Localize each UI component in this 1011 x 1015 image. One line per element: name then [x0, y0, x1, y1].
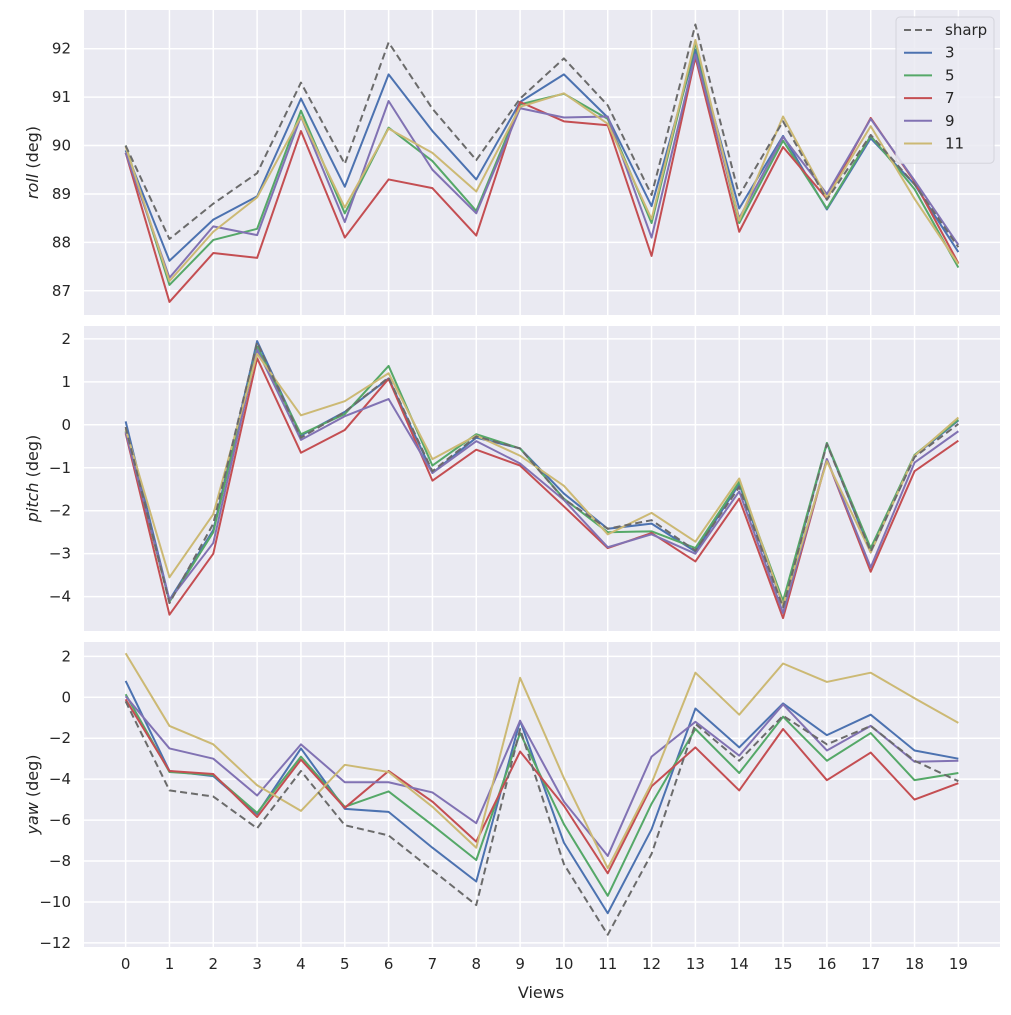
pitch-y-tick-label: 0	[61, 416, 71, 434]
roll-y-tick-label: 89	[52, 185, 71, 203]
pitch-y-tick-label: −3	[49, 545, 71, 563]
roll-y-axis-label-var: roll	[23, 173, 42, 199]
yaw-y-tick-label: −4	[49, 770, 71, 788]
roll-y-tick-label: 90	[52, 137, 71, 155]
x-tick-label: 16	[817, 955, 836, 973]
legend-label-5: 5	[945, 66, 955, 84]
legend-label-11: 11	[945, 135, 964, 153]
yaw-y-tick-label: −6	[49, 811, 71, 829]
pitch-y-tick-label: −1	[49, 459, 71, 477]
pitch-y-axis-label-var: pitch	[23, 482, 42, 523]
roll-series-11-line	[124, 39, 960, 283]
yaw-y-tick-label: 2	[61, 647, 71, 665]
x-tick-label: 19	[949, 955, 968, 973]
yaw-series-7-line	[124, 698, 959, 875]
yaw-series-9-line	[124, 695, 959, 857]
legend-label-9: 9	[945, 112, 955, 130]
roll-y-tick-label: 87	[52, 282, 71, 300]
pitch-y-axis-label-unit: (deg)	[23, 435, 42, 483]
x-tick-label: 1	[165, 955, 175, 973]
pitch-y-tick-label: 2	[61, 330, 71, 348]
roll-y-tick-label: 91	[52, 88, 71, 106]
x-tick-label: 11	[598, 955, 617, 973]
x-tick-label: 0	[121, 955, 131, 973]
yaw-y-tick-label: −2	[49, 729, 71, 747]
legend: sharp 3 5 7 9 11	[895, 16, 995, 164]
pitch-y-tick-label: −4	[49, 588, 71, 606]
x-tick-label: 17	[861, 955, 880, 973]
x-tick-label: 14	[730, 955, 749, 973]
roll-series-7-line	[124, 56, 960, 303]
x-tick-label: 12	[642, 955, 661, 973]
x-tick-label: 4	[296, 955, 306, 973]
roll-series-sharp-line	[124, 23, 960, 248]
pitch-series-sharp-line	[124, 341, 959, 609]
x-axis-label: Views	[518, 983, 564, 1002]
roll-y-tick-label: 88	[52, 233, 71, 251]
x-axis-ticks: 0 1 2 3 4 5 6 7 8 9 10 11 12 13 14 15 16 17 18 19	[121, 955, 968, 973]
pitch-y-axis-label: pitch (deg)	[23, 435, 42, 524]
yaw-panel: −12 −10 −8 −6 −4 −2 0 2 yaw (deg)	[23, 642, 1000, 952]
roll-y-axis-label-unit: (deg)	[23, 126, 42, 174]
yaw-y-axis-label: yaw (deg)	[23, 754, 42, 835]
roll-panel: 87 88 89 90 91 92 roll (deg)	[23, 10, 1000, 315]
pitch-plot-background	[84, 326, 1000, 631]
roll-plot-background	[84, 10, 1000, 315]
roll-y-axis-label: roll (deg)	[23, 126, 42, 199]
x-tick-label: 13	[686, 955, 705, 973]
legend-label-3: 3	[945, 44, 955, 62]
yaw-y-tick-label: −10	[39, 893, 71, 911]
roll-y-tick-label: 92	[52, 40, 71, 58]
x-tick-label: 5	[340, 955, 350, 973]
pitch-series-11-line	[124, 352, 960, 607]
pitch-panel: −4 −3 −2 −1 0 1 2 pitch (deg)	[23, 326, 1000, 631]
x-tick-label: 3	[252, 955, 262, 973]
x-tick-label: 9	[515, 955, 525, 973]
x-tick-label: 10	[554, 955, 573, 973]
x-tick-label: 6	[384, 955, 394, 973]
yaw-series-11-line	[124, 652, 959, 870]
x-tick-label: 18	[905, 955, 924, 973]
yaw-y-tick-label: −8	[49, 852, 71, 870]
yaw-y-tick-label: −12	[39, 934, 71, 952]
yaw-series-sharp-line	[124, 700, 959, 936]
pitch-y-tick-label: 1	[61, 373, 71, 391]
x-tick-label: 8	[471, 955, 481, 973]
yaw-y-tick-label: 0	[61, 688, 71, 706]
legend-label-sharp: sharp	[945, 21, 987, 39]
x-tick-label: 15	[774, 955, 793, 973]
x-tick-label: 2	[209, 955, 219, 973]
legend-label-7: 7	[945, 89, 955, 107]
yaw-y-axis-label-var: yaw	[23, 801, 42, 835]
pitch-y-tick-label: −2	[49, 502, 71, 520]
x-tick-label: 7	[428, 955, 438, 973]
yaw-y-axis-label-unit: (deg)	[23, 754, 42, 802]
